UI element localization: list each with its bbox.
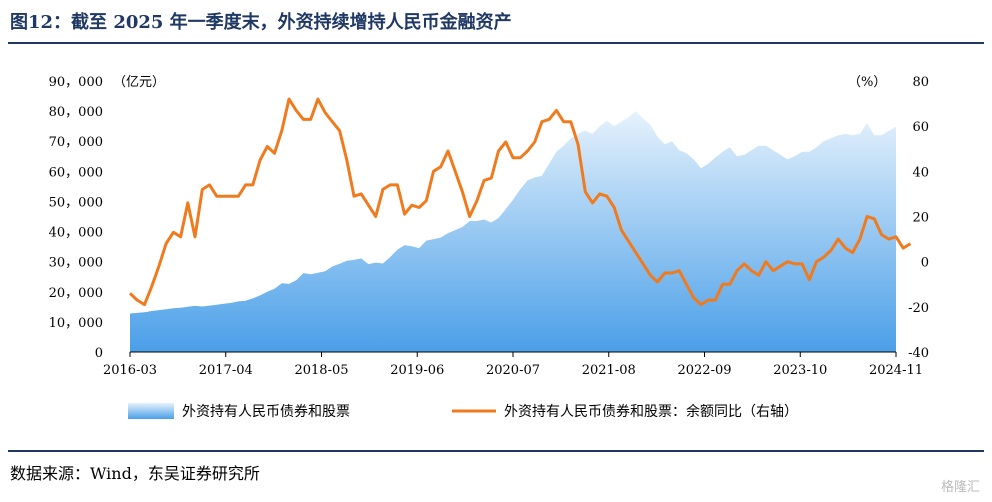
x-tick-label: 2020-07 <box>486 363 540 378</box>
x-tick-label: 2017-04 <box>199 363 253 378</box>
left-tick-label: 30，000 <box>49 256 103 271</box>
x-tick-label: 2022-09 <box>677 363 731 378</box>
right-axis-unit: （%） <box>848 75 886 90</box>
line-series-yoy <box>128 97 912 307</box>
x-tick-label: 2019-06 <box>390 363 444 378</box>
left-tick-label: 50，000 <box>49 195 103 210</box>
x-tick-label: 2024-11 <box>869 363 923 378</box>
right-tick-label: 80 <box>912 75 929 90</box>
source-rule <box>8 450 984 452</box>
right-tick-label: -20 <box>908 301 929 316</box>
left-tick-label: 0 <box>95 346 103 361</box>
left-tick-label: 70，000 <box>49 135 103 150</box>
combo-chart: 90，000 80，000 70，000 60，000 50，000 40，000 30，0… <box>49 75 929 420</box>
left-tick-label: 80，000 <box>49 105 103 120</box>
right-tick-label: 60 <box>912 120 929 135</box>
left-tick-label: 10，000 <box>49 316 103 331</box>
area-series-holdings <box>130 111 896 352</box>
x-tick-label: 2021-08 <box>582 363 636 378</box>
title-rule <box>8 42 984 44</box>
right-tick-label: 0 <box>921 256 929 271</box>
x-tick-label: 2023-10 <box>773 363 827 378</box>
legend-area-label: 外资持有人民币债券和股票 <box>182 404 350 420</box>
right-tick-label: 20 <box>912 211 929 226</box>
source-note: 数据来源：Wind，东吴证券研究所 <box>10 464 260 483</box>
right-tick-label: 40 <box>912 165 929 180</box>
left-tick-label: 20，000 <box>49 286 103 301</box>
right-tick-label: -40 <box>908 346 929 361</box>
left-axis-unit: （亿元） <box>113 75 165 90</box>
x-tick-label: 2018-05 <box>294 363 348 378</box>
left-tick-label: 40，000 <box>49 226 103 241</box>
chart-title: 图12：截至 2025 年一季度末，外资持续增持人民币金融资产 <box>10 12 512 33</box>
x-tick-label: 2016-03 <box>103 363 157 378</box>
left-tick-label: 90，000 <box>49 75 103 90</box>
legend-line-label: 外资持有人民币债券和股票：余额同比（右轴） <box>504 403 798 420</box>
watermark-logo: 格隆汇 <box>940 480 980 495</box>
left-tick-label: 60，000 <box>49 165 103 180</box>
legend-area-swatch <box>128 403 174 419</box>
